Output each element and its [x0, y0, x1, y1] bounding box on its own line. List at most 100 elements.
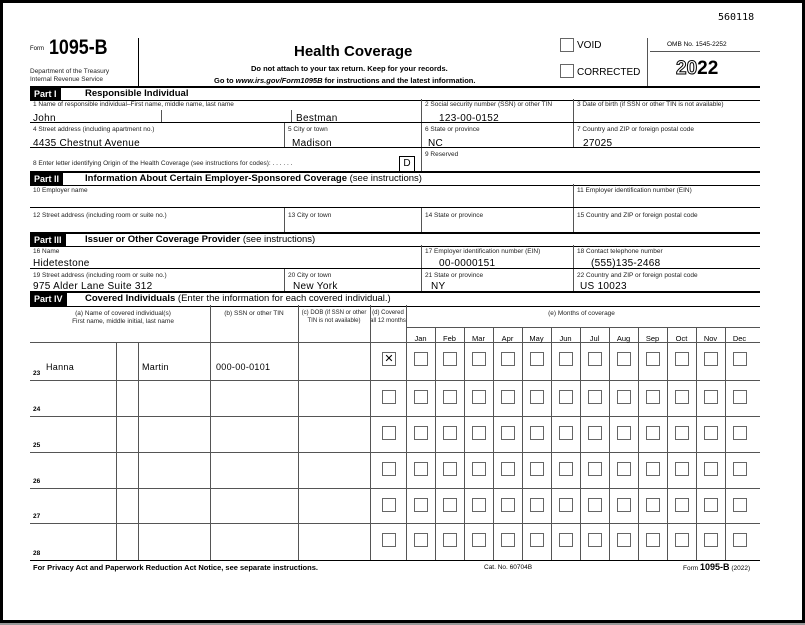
month-checkbox-nov[interactable]: [704, 462, 718, 476]
month-checkbox-jul[interactable]: [588, 426, 602, 440]
month-checkbox-jan[interactable]: [414, 352, 428, 366]
month-checkbox-may[interactable]: [530, 498, 544, 512]
month-checkbox-mar[interactable]: [472, 390, 486, 404]
month-checkbox-may[interactable]: [530, 462, 544, 476]
month-checkbox-sep[interactable]: [646, 352, 660, 366]
covered-ssn[interactable]: 000-00-0101: [216, 362, 271, 372]
month-checkbox-aug[interactable]: [617, 498, 631, 512]
month-checkbox-jan[interactable]: [414, 498, 428, 512]
covered-all-12-months-checkbox[interactable]: [382, 462, 396, 476]
month-checkbox-may[interactable]: [530, 352, 544, 366]
month-checkbox-oct[interactable]: [675, 352, 689, 366]
month-checkbox-jun[interactable]: [559, 462, 573, 476]
month-checkbox-dec[interactable]: [733, 462, 747, 476]
month-checkbox-apr[interactable]: [501, 462, 515, 476]
month-checkbox-mar[interactable]: [472, 426, 486, 440]
covered-all-12-months-checkbox[interactable]: ✕: [382, 352, 396, 366]
month-checkbox-feb[interactable]: [443, 533, 457, 547]
month-checkbox-oct[interactable]: [675, 390, 689, 404]
phone-field[interactable]: (555)135-2468: [591, 258, 661, 269]
month-checkbox-dec[interactable]: [733, 390, 747, 404]
month-checkbox-jun[interactable]: [559, 533, 573, 547]
month-checkbox-jun[interactable]: [559, 352, 573, 366]
month-checkbox-jan[interactable]: [414, 426, 428, 440]
month-checkbox-aug[interactable]: [617, 462, 631, 476]
month-checkbox-dec[interactable]: [733, 498, 747, 512]
month-checkbox-oct[interactable]: [675, 462, 689, 476]
covered-all-12-months-checkbox[interactable]: [382, 533, 396, 547]
month-checkbox-sep[interactable]: [646, 390, 660, 404]
month-checkbox-jan[interactable]: [414, 390, 428, 404]
first-name-field[interactable]: John: [33, 113, 56, 124]
month-checkbox-sep[interactable]: [646, 462, 660, 476]
month-checkbox-jul[interactable]: [588, 462, 602, 476]
month-checkbox-dec[interactable]: [733, 426, 747, 440]
month-checkbox-apr[interactable]: [501, 533, 515, 547]
covered-first-name[interactable]: Hanna: [46, 362, 75, 372]
issuer-zip-field[interactable]: US 10023: [580, 281, 627, 292]
month-checkbox-jan[interactable]: [414, 462, 428, 476]
month-checkbox-feb[interactable]: [443, 352, 457, 366]
corrected-checkbox[interactable]: [560, 64, 574, 78]
covered-all-12-months-checkbox[interactable]: [382, 498, 396, 512]
month-checkbox-apr[interactable]: [501, 426, 515, 440]
issuer-ein-field[interactable]: 00-0000151: [439, 258, 496, 269]
month-checkbox-aug[interactable]: [617, 426, 631, 440]
month-checkbox-aug[interactable]: [617, 352, 631, 366]
month-checkbox-may[interactable]: [530, 426, 544, 440]
month-checkbox-jul[interactable]: [588, 390, 602, 404]
month-checkbox-jul[interactable]: [588, 352, 602, 366]
month-checkbox-feb[interactable]: [443, 426, 457, 440]
month-checkbox-mar[interactable]: [472, 533, 486, 547]
month-checkbox-jan[interactable]: [414, 533, 428, 547]
month-checkbox-oct[interactable]: [675, 498, 689, 512]
month-checkbox-jul[interactable]: [588, 533, 602, 547]
row-divider: [30, 380, 760, 381]
issuer-city-field[interactable]: New York: [293, 281, 338, 292]
month-checkbox-feb[interactable]: [443, 390, 457, 404]
month-checkbox-mar[interactable]: [472, 352, 486, 366]
city-field[interactable]: Madison: [292, 138, 332, 149]
month-checkbox-sep[interactable]: [646, 498, 660, 512]
issuer-state-field[interactable]: NY: [431, 281, 446, 292]
month-checkbox-nov[interactable]: [704, 426, 718, 440]
month-checkbox-jul[interactable]: [588, 498, 602, 512]
month-checkbox-nov[interactable]: [704, 498, 718, 512]
month-checkbox-oct[interactable]: [675, 426, 689, 440]
month-checkbox-jun[interactable]: [559, 498, 573, 512]
ssn-field[interactable]: 123-00-0152: [439, 113, 500, 124]
void-checkbox[interactable]: [560, 38, 574, 52]
issuer-name-field[interactable]: Hidetestone: [33, 258, 90, 269]
month-checkbox-apr[interactable]: [501, 498, 515, 512]
month-checkbox-apr[interactable]: [501, 352, 515, 366]
month-checkbox-aug[interactable]: [617, 390, 631, 404]
month-checkbox-jun[interactable]: [559, 390, 573, 404]
covered-all-12-months-checkbox[interactable]: [382, 390, 396, 404]
month-checkbox-jun[interactable]: [559, 426, 573, 440]
month-checkbox-oct[interactable]: [675, 533, 689, 547]
covered-all-12-months-checkbox[interactable]: [382, 426, 396, 440]
covered-last-name[interactable]: Martin: [142, 362, 169, 372]
month-checkbox-may[interactable]: [530, 390, 544, 404]
month-checkbox-mar[interactable]: [472, 462, 486, 476]
month-checkbox-sep[interactable]: [646, 426, 660, 440]
month-checkbox-may[interactable]: [530, 533, 544, 547]
last-name-field[interactable]: Bestman: [296, 113, 338, 124]
month-checkbox-feb[interactable]: [443, 462, 457, 476]
month-checkbox-mar[interactable]: [472, 498, 486, 512]
month-checkbox-feb[interactable]: [443, 498, 457, 512]
month-checkbox-nov[interactable]: [704, 352, 718, 366]
label-employer-zip: 15 Country and ZIP or foreign postal cod…: [577, 212, 698, 219]
month-checkbox-dec[interactable]: [733, 352, 747, 366]
state-field[interactable]: NC: [428, 138, 444, 149]
issuer-street-field[interactable]: 975 Alder Lane Suite 312: [33, 281, 153, 292]
month-checkbox-dec[interactable]: [733, 533, 747, 547]
street-field[interactable]: 4435 Chestnut Avenue: [33, 138, 141, 149]
month-checkbox-aug[interactable]: [617, 533, 631, 547]
origin-code-field[interactable]: D: [399, 156, 415, 172]
month-checkbox-apr[interactable]: [501, 390, 515, 404]
zip-field[interactable]: 27025: [583, 138, 613, 149]
month-checkbox-sep[interactable]: [646, 533, 660, 547]
month-checkbox-nov[interactable]: [704, 533, 718, 547]
month-checkbox-nov[interactable]: [704, 390, 718, 404]
